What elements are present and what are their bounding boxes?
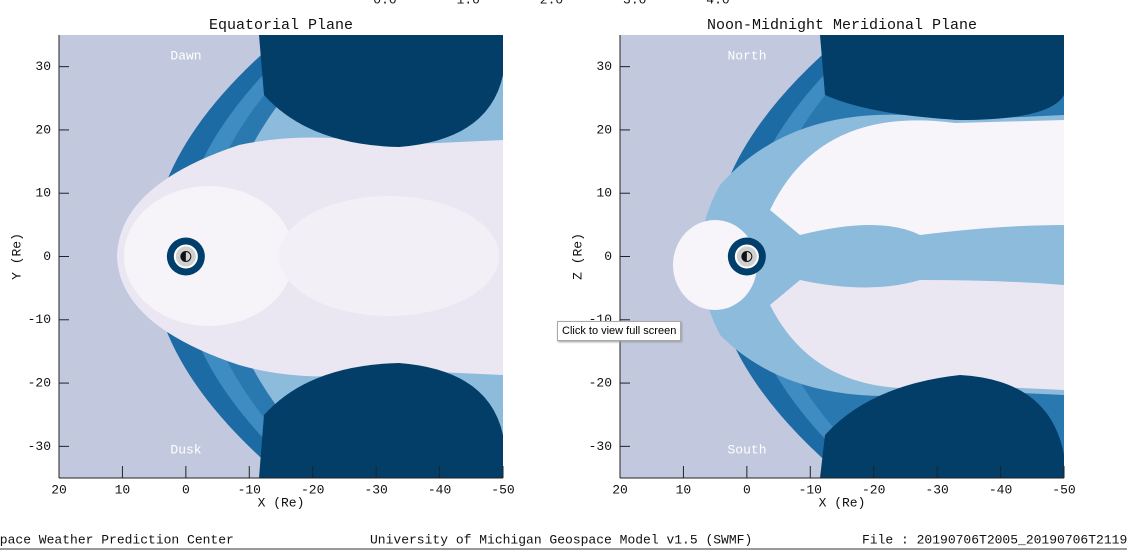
y-axis-label: Z (Re): [570, 233, 585, 280]
earth-core: [180, 251, 192, 262]
earth-night: [741, 251, 747, 262]
y-tick-label: -30: [589, 439, 612, 454]
footer-right: File : 20190706T2005_20190706T2119: [862, 532, 1127, 547]
colorbar-tick-label: 1.0: [457, 0, 480, 7]
earth-night: [180, 251, 186, 262]
y-tick-label: 10: [596, 186, 612, 201]
y-tick-label: 30: [596, 59, 612, 74]
chart-title: Equatorial Plane: [209, 17, 353, 34]
y-tick-label: -30: [28, 439, 51, 454]
contour-image: [620, 35, 1064, 478]
footer-left: Space Weather Prediction Center: [0, 532, 234, 547]
colorbar-tick-label: 0.0: [373, 0, 396, 7]
contour-image: [59, 35, 503, 478]
x-tick-label: -10: [238, 482, 261, 497]
x-tick-label: -50: [491, 482, 514, 497]
x-tick-label: -40: [989, 482, 1012, 497]
y-tick-label: 30: [35, 59, 51, 74]
x-tick-label: 0: [743, 482, 751, 497]
colorbar-tick-label: 4.0: [706, 0, 729, 7]
x-tick-label: 20: [51, 482, 67, 497]
x-tick-label: -50: [1052, 482, 1075, 497]
colorbar-tick-label: 2.0: [540, 0, 563, 7]
y-tick-label: 0: [43, 249, 51, 264]
y-tick-label: -10: [28, 312, 51, 327]
y-axis-label: Y (Re): [9, 233, 24, 280]
panel: Noon-Midnight Meridional Plane X (Re) Z (R…: [570, 17, 1075, 510]
annotation: Dawn: [170, 48, 201, 63]
annotation: Dusk: [170, 442, 201, 457]
chart-title: Noon-Midnight Meridional Plane: [707, 17, 977, 34]
colorbar-tick-label: 3.0: [623, 0, 646, 7]
x-axis-label: X (Re): [819, 495, 866, 510]
panels: 0.0 1.0 2.0 3.0 4.0 Equatorial Plane X (Re) Y (…: [9, 0, 1075, 510]
x-tick-label: -30: [364, 482, 387, 497]
x-tick-label: -20: [301, 482, 324, 497]
x-tick-label: 0: [182, 482, 190, 497]
annotation: South: [727, 442, 766, 457]
y-tick-label: -20: [589, 376, 612, 391]
y-tick-label: 10: [35, 186, 51, 201]
x-tick-label: -30: [925, 482, 948, 497]
x-tick-label: 10: [115, 482, 131, 497]
y-tick-label: 0: [604, 249, 612, 264]
x-tick-label: -20: [862, 482, 885, 497]
footer-center: University of Michigan Geospace Model v1…: [370, 532, 752, 547]
y-tick-label: 20: [35, 122, 51, 137]
x-tick-label: -10: [799, 482, 822, 497]
x-tick-label: -40: [428, 482, 451, 497]
y-tick-label: -20: [28, 376, 51, 391]
contour-field: [620, 35, 1064, 478]
panel: Equatorial Plane X (Re) Y (Re) 20 10 0 -10 -20 -…: [9, 17, 514, 510]
annotation: North: [727, 48, 766, 63]
contour-field: [59, 35, 503, 478]
tooltip: Click to view full screen: [557, 321, 682, 341]
y-tick-label: 20: [596, 122, 612, 137]
x-axis-label: X (Re): [258, 495, 305, 510]
x-tick-label: 10: [676, 482, 692, 497]
earth-core: [741, 251, 753, 262]
x-tick-label: 20: [612, 482, 628, 497]
